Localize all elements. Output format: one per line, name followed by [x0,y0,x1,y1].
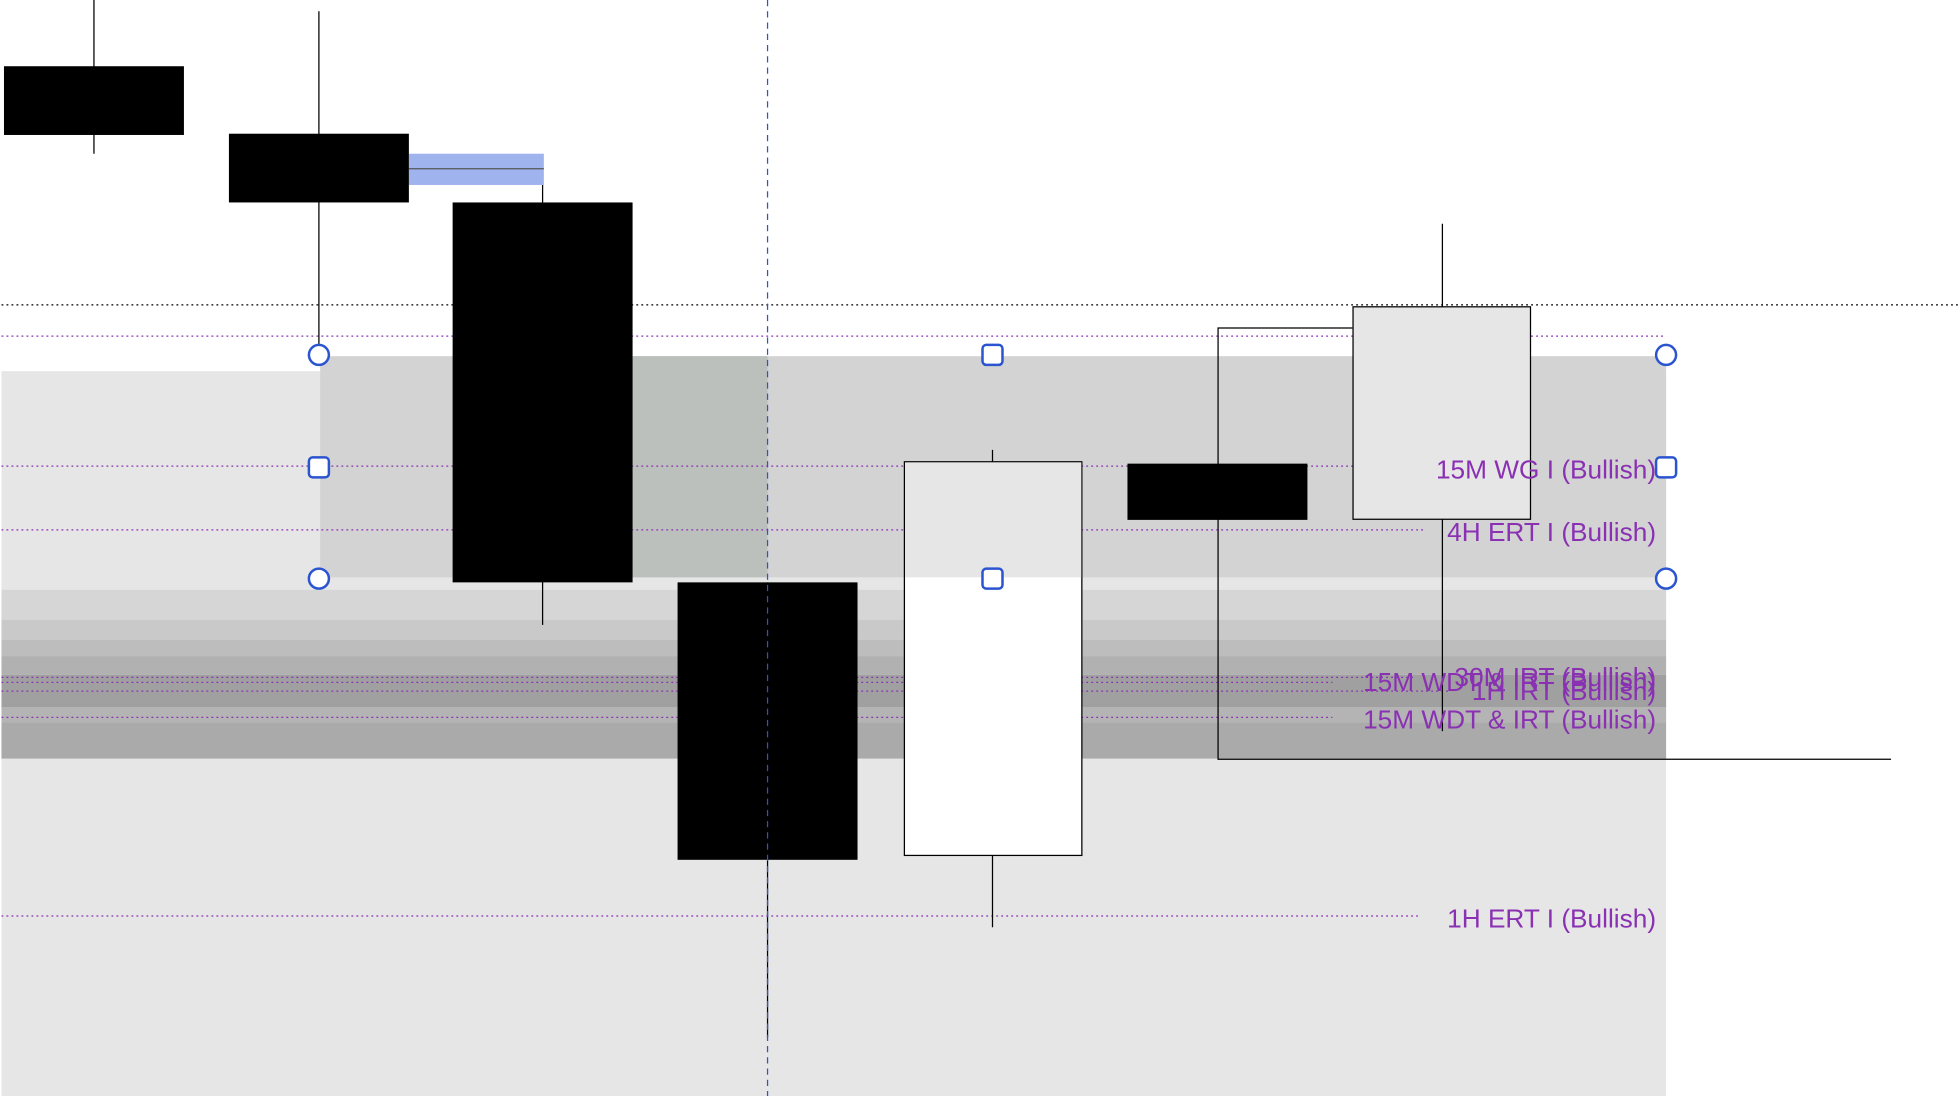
handle[interactable] [1654,343,1678,367]
handle[interactable] [1654,456,1678,479]
range-box [1217,327,1892,760]
candle [1352,306,1532,520]
handle[interactable] [981,343,1004,367]
level-label: 15M WDT & IRT (Bullish) [1363,667,1656,697]
level-label: 15M WG I (Bullish) [1436,455,1656,485]
candle-overlay [905,462,1082,578]
level-label: 1H ERT I (Bullish) [1447,903,1656,933]
level-label: 30M IRT (Bullish) [1454,662,1656,692]
handle[interactable] [1654,567,1678,590]
candle [228,133,409,203]
level-label: 1H IRT (Bullish) [1472,676,1656,706]
level-label: 15M WDT & IRT (Bullish) [1363,705,1656,735]
handle[interactable] [307,456,331,479]
handle[interactable] [307,343,331,367]
candle [452,202,633,583]
handle[interactable] [307,567,331,590]
handle[interactable] [981,567,1004,590]
candle [3,66,184,135]
zone [632,356,768,578]
level-label: 4H ERT I (Bullish) [1447,517,1656,547]
